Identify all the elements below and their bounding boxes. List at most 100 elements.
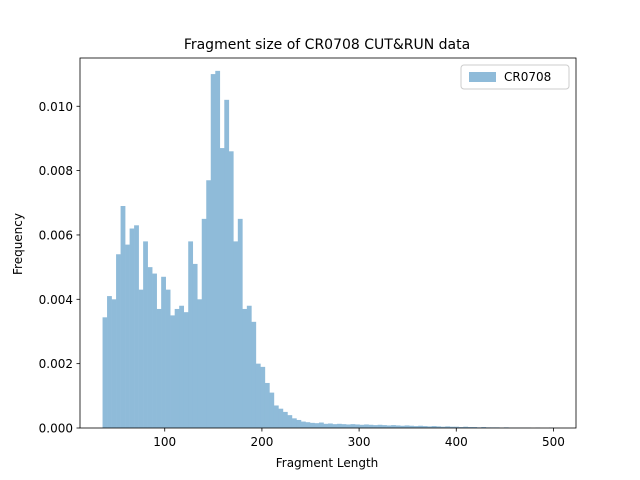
histogram-bar: [251, 321, 257, 428]
histogram-bar: [264, 382, 270, 428]
histogram-bar: [197, 299, 203, 428]
histogram-bar: [445, 426, 451, 428]
histogram-bar: [481, 427, 487, 428]
histogram-bar: [215, 70, 221, 428]
histogram-bar: [472, 427, 478, 428]
histogram-bar: [161, 276, 166, 428]
y-tick-label: 0.010: [39, 100, 73, 114]
histogram-bar: [422, 426, 428, 428]
histogram-bar: [467, 427, 473, 428]
histogram-bar: [409, 425, 414, 428]
histogram-bar: [273, 405, 279, 428]
histogram-bar: [111, 299, 117, 428]
histogram-bar: [246, 305, 252, 428]
chart-title: Fragment size of CR0708 CUT&RUN data: [184, 37, 470, 53]
histogram-bar: [192, 263, 198, 428]
histogram-bar: [413, 426, 419, 428]
histogram-bar: [323, 423, 329, 428]
y-tick-label: 0.004: [39, 293, 73, 307]
histogram-bar: [382, 425, 387, 428]
histogram-bar: [179, 305, 185, 428]
histogram-bar: [228, 151, 234, 428]
x-tick-label: 500: [542, 435, 565, 449]
histogram-bar: [165, 289, 171, 428]
histogram-bar: [364, 424, 369, 428]
histogram-bar: [359, 424, 365, 428]
x-tick-label: 200: [250, 435, 273, 449]
x-tick-label: 300: [348, 435, 371, 449]
histogram-bar: [201, 218, 207, 428]
histogram-bar: [427, 426, 433, 428]
histogram-bar: [350, 424, 356, 428]
histogram-bar: [102, 317, 108, 428]
legend-label: CR0708: [504, 70, 551, 84]
histogram-bar: [242, 308, 248, 428]
histogram-bar: [436, 426, 442, 428]
histogram-bar: [431, 426, 437, 428]
histogram-bar: [260, 366, 266, 428]
histogram-bar: [386, 425, 392, 428]
y-axis-label: Frequency: [11, 213, 25, 275]
y-tick-label: 0.008: [39, 164, 73, 178]
histogram-bar: [291, 418, 297, 428]
histogram-bar: [134, 225, 139, 428]
histogram-bar: [296, 419, 302, 428]
histogram-bar: [107, 296, 112, 428]
histogram-bar: [255, 363, 261, 428]
histogram-bar: [183, 312, 189, 428]
histogram-bar: [346, 424, 351, 428]
histogram-bar: [120, 206, 126, 428]
histogram-bar: [373, 425, 378, 428]
x-axis-label: Fragment Length: [276, 456, 379, 470]
histogram-bar: [210, 74, 216, 428]
histogram-bar: [269, 392, 275, 428]
histogram-bar: [147, 267, 153, 428]
histogram-bar: [400, 425, 405, 428]
legend-box: [460, 64, 570, 90]
y-tick-label: 0.000: [39, 422, 73, 436]
histogram-bar: [391, 425, 396, 428]
histogram-bar: [305, 422, 311, 428]
histogram-bar: [463, 426, 469, 428]
histogram-bar: [224, 99, 230, 429]
plot-frame: [79, 57, 577, 429]
histogram-bar: [287, 415, 293, 428]
histogram-bar: [300, 421, 306, 428]
histogram-bar: [138, 289, 144, 428]
histogram-bar: [143, 241, 148, 428]
histogram-bar: [219, 148, 225, 428]
histogram-bar: [368, 424, 374, 428]
histogram-bar: [174, 308, 180, 428]
histogram-bar: [188, 241, 194, 428]
histogram-bar: [332, 424, 338, 428]
histogram-bar: [278, 408, 284, 428]
histogram-bar: [129, 228, 135, 428]
histogram-bar: [206, 180, 212, 428]
x-tick-label: 400: [445, 435, 468, 449]
histogram-bar: [328, 423, 333, 428]
histogram-bar: [125, 244, 130, 428]
histogram-bar: [418, 425, 423, 428]
histogram-bar: [282, 411, 288, 428]
histogram-bar: [404, 425, 410, 428]
histogram-bar: [116, 254, 121, 428]
histogram-bar: [395, 425, 401, 428]
histogram-bar: [355, 424, 360, 428]
y-tick-label: 0.006: [39, 228, 73, 242]
histogram-bar: [309, 422, 315, 428]
histogram-bar: [237, 218, 243, 428]
histogram-bar: [337, 423, 342, 428]
histogram-bar: [156, 308, 162, 428]
histogram-bar: [314, 423, 320, 428]
histogram-bar: [233, 241, 239, 428]
y-tick-label: 0.002: [39, 357, 73, 371]
histogram-bar: [440, 426, 446, 428]
histogram-bar: [454, 426, 460, 428]
histogram-bar: [152, 273, 157, 428]
histogram-bar: [449, 426, 455, 428]
x-tick-label: 100: [153, 435, 176, 449]
histogram-bar: [170, 315, 175, 428]
histogram-bar: [341, 424, 347, 428]
histogram-bar: [458, 427, 464, 428]
